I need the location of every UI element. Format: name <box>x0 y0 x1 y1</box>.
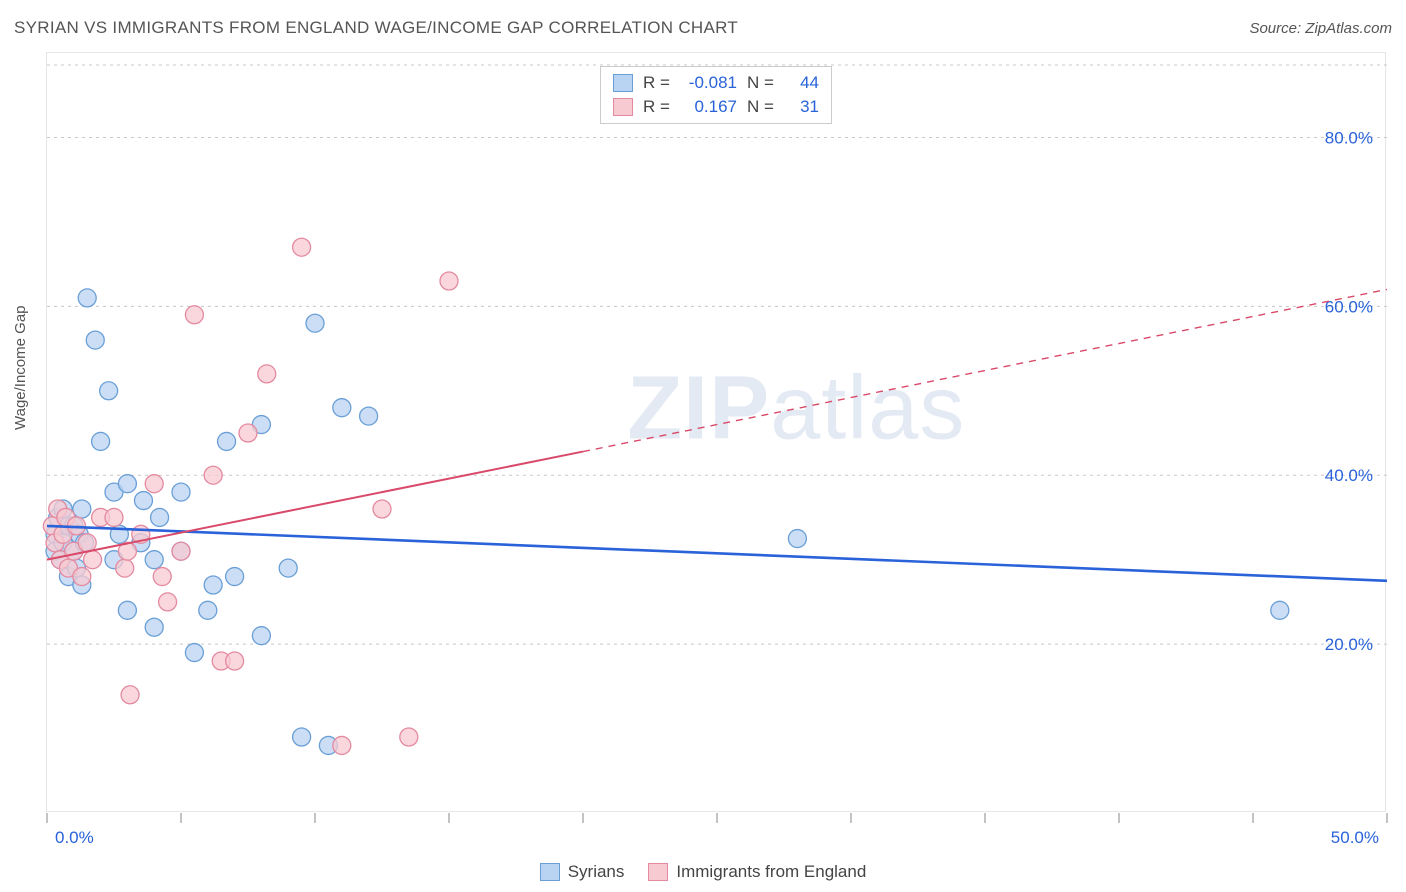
y-tick-label: 60.0% <box>1325 297 1373 316</box>
series-swatch <box>613 98 633 116</box>
chart-title: SYRIAN VS IMMIGRANTS FROM ENGLAND WAGE/I… <box>14 18 738 38</box>
data-point <box>118 601 136 619</box>
legend-item: Syrians <box>540 862 625 882</box>
data-point <box>239 424 257 442</box>
stats-row: R = -0.081 N = 44 <box>613 71 819 95</box>
n-label: N = <box>747 73 775 93</box>
y-axis-label: Wage/Income Gap <box>12 305 29 430</box>
data-point <box>159 593 177 611</box>
legend: Syrians Immigrants from England <box>0 862 1406 882</box>
data-point <box>92 432 110 450</box>
r-value: 0.167 <box>681 97 737 117</box>
legend-swatch <box>540 863 560 881</box>
data-point <box>84 551 102 569</box>
data-point <box>78 289 96 307</box>
legend-label: Immigrants from England <box>676 862 866 882</box>
data-point <box>204 576 222 594</box>
stats-row: R = 0.167 N = 31 <box>613 95 819 119</box>
data-point <box>293 728 311 746</box>
data-point <box>440 272 458 290</box>
legend-item: Immigrants from England <box>648 862 866 882</box>
data-point <box>145 475 163 493</box>
data-point <box>145 551 163 569</box>
data-point <box>373 500 391 518</box>
x-tick-label: 50.0% <box>1331 828 1379 847</box>
data-point <box>333 736 351 754</box>
chart-svg: 20.0%40.0%60.0%80.0%0.0%50.0% <box>47 53 1385 811</box>
x-tick-label: 0.0% <box>55 828 94 847</box>
r-label: R = <box>643 97 671 117</box>
data-point <box>185 644 203 662</box>
y-tick-label: 80.0% <box>1325 128 1373 147</box>
data-point <box>226 652 244 670</box>
data-point <box>100 382 118 400</box>
trend-line <box>47 526 1387 581</box>
series-swatch <box>613 74 633 92</box>
data-point <box>86 331 104 349</box>
trend-line-extrapolated <box>583 289 1387 451</box>
data-point <box>279 559 297 577</box>
data-point <box>788 530 806 548</box>
legend-label: Syrians <box>568 862 625 882</box>
data-point <box>204 466 222 484</box>
n-value: 44 <box>785 73 819 93</box>
data-point <box>118 475 136 493</box>
data-point <box>116 559 134 577</box>
data-point <box>172 483 190 501</box>
data-point <box>172 542 190 560</box>
y-tick-label: 20.0% <box>1325 635 1373 654</box>
data-point <box>105 508 123 526</box>
data-point <box>73 500 91 518</box>
data-point <box>134 492 152 510</box>
legend-swatch <box>648 863 668 881</box>
data-point <box>145 618 163 636</box>
r-label: R = <box>643 73 671 93</box>
data-point <box>360 407 378 425</box>
plot-area: ZIPatlas 20.0%40.0%60.0%80.0%0.0%50.0% R… <box>46 52 1386 812</box>
data-point <box>185 306 203 324</box>
data-point <box>306 314 324 332</box>
data-point <box>333 399 351 417</box>
r-value: -0.081 <box>681 73 737 93</box>
data-point <box>73 568 91 586</box>
data-point <box>226 568 244 586</box>
stats-box: R = -0.081 N = 44 R = 0.167 N = 31 <box>600 66 832 124</box>
data-point <box>78 534 96 552</box>
title-bar: SYRIAN VS IMMIGRANTS FROM ENGLAND WAGE/I… <box>14 18 1392 38</box>
data-point <box>252 627 270 645</box>
data-point <box>199 601 217 619</box>
data-point <box>258 365 276 383</box>
data-point <box>121 686 139 704</box>
data-point <box>153 568 171 586</box>
data-point <box>218 432 236 450</box>
data-point <box>400 728 418 746</box>
y-tick-label: 40.0% <box>1325 466 1373 485</box>
source-label: Source: ZipAtlas.com <box>1249 20 1392 37</box>
data-point <box>1271 601 1289 619</box>
n-label: N = <box>747 97 775 117</box>
data-point <box>293 238 311 256</box>
data-point <box>151 508 169 526</box>
n-value: 31 <box>785 97 819 117</box>
